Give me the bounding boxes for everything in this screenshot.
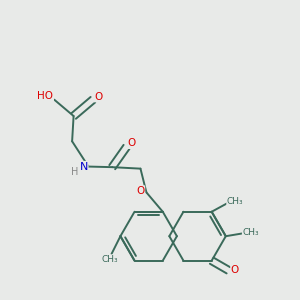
Text: O: O <box>128 138 136 148</box>
Text: N: N <box>80 162 88 172</box>
Text: H: H <box>70 167 78 177</box>
Text: HO: HO <box>38 91 53 100</box>
Text: O: O <box>136 186 145 196</box>
Text: CH₃: CH₃ <box>242 228 259 237</box>
Text: CH₃: CH₃ <box>102 255 118 264</box>
Text: CH₃: CH₃ <box>227 196 244 206</box>
Text: O: O <box>231 265 239 275</box>
Text: O: O <box>94 92 102 102</box>
